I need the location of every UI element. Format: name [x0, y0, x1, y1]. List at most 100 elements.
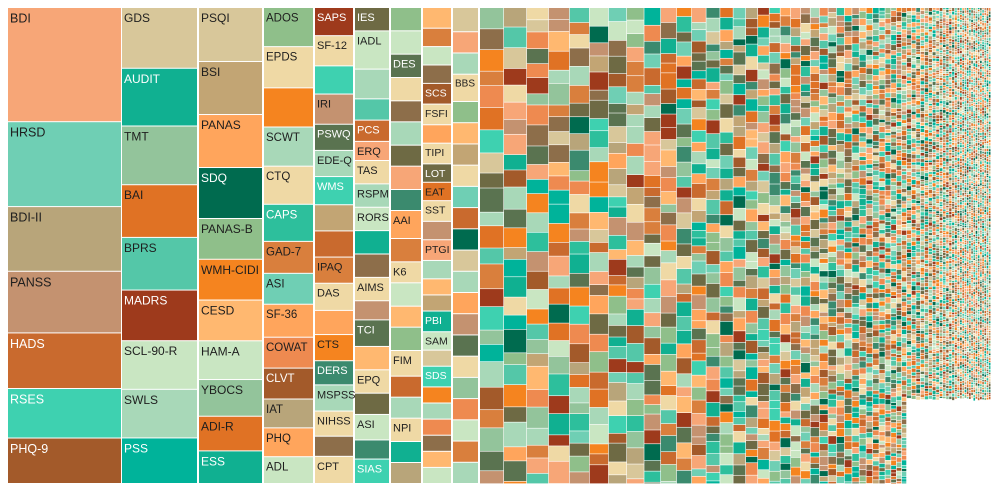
treemap-small-tile [936, 14, 940, 16]
treemap-small-tile [758, 470, 769, 478]
treemap-small-tile [936, 110, 940, 112]
treemap-small-tile [706, 367, 720, 379]
treemap-small-tile [932, 26, 936, 30]
treemap-small-tile [819, 391, 828, 399]
treemap-small-tile [879, 115, 885, 120]
treemap-small-tile [866, 173, 873, 177]
treemap-small-tile [959, 95, 962, 97]
treemap-small-tile [885, 391, 891, 395]
treemap-small-tile [906, 129, 912, 132]
treemap-small-tile [959, 216, 962, 218]
treemap-small-tile [706, 402, 720, 417]
treemap-small-tile [949, 97, 952, 101]
treemap-small-tile [916, 328, 921, 331]
treemap-small-tile [932, 365, 936, 368]
treemap-small-tile [844, 8, 852, 16]
treemap-small-tile [660, 127, 677, 140]
treemap-small-tile [746, 44, 758, 57]
treemap-small-tile [810, 101, 820, 107]
treemap-small-tile [644, 234, 661, 243]
treemap-small-tile [957, 235, 960, 239]
treemap-tile-rect [453, 186, 478, 208]
treemap-small-tile [608, 126, 627, 143]
treemap-small-tile [733, 45, 746, 52]
treemap-small-tile [957, 260, 960, 263]
treemap-small-tile [959, 20, 962, 22]
treemap-small-tile [836, 102, 845, 106]
treemap-tile-rect [423, 451, 451, 467]
treemap-small-tile [873, 353, 879, 359]
treemap-tile: WMS [315, 177, 353, 205]
treemap-small-tile [906, 42, 912, 45]
treemap-tile-label: WMS [317, 181, 344, 193]
treemap-small-tile [873, 336, 879, 343]
treemap-small-tile [932, 137, 936, 140]
treemap-small-tile [964, 117, 967, 120]
treemap-small-tile [924, 286, 929, 290]
treemap-small-tile [949, 208, 952, 212]
treemap-small-tile [954, 208, 957, 210]
treemap-small-tile [901, 216, 907, 222]
treemap-tile-label: ASI [357, 419, 375, 431]
treemap-small-tile [952, 155, 955, 158]
treemap-small-tile [962, 126, 965, 129]
treemap-small-tile [928, 385, 932, 389]
treemap-small-tile [962, 284, 965, 287]
treemap-small-tile [949, 206, 952, 208]
treemap-small-tile [949, 177, 952, 181]
treemap-small-tile [879, 463, 885, 468]
treemap-small-tile [896, 308, 902, 311]
treemap-small-tile [866, 200, 873, 204]
treemap-small-tile [896, 12, 902, 17]
treemap-small-tile [964, 18, 967, 20]
treemap-small-tile [962, 281, 965, 285]
treemap-small-tile [769, 337, 780, 344]
treemap-small-tile [936, 88, 940, 92]
treemap-small-tile [891, 469, 897, 473]
treemap-small-tile [891, 163, 897, 169]
treemap-small-tile [949, 184, 952, 187]
treemap-small-tile [954, 51, 957, 55]
treemap-small-tile [964, 75, 967, 79]
treemap-small-tile [943, 209, 946, 211]
treemap-tile-label: PSWQ [317, 129, 351, 141]
treemap-small-tile [936, 222, 940, 225]
treemap-small-tile [957, 358, 960, 362]
treemap-tile-rect [355, 370, 389, 393]
treemap-small-tile [939, 202, 943, 204]
treemap-small-tile [608, 40, 627, 56]
treemap-small-tile [949, 283, 952, 286]
treemap-small-tile [780, 360, 791, 369]
treemap-small-tile [548, 19, 570, 32]
treemap-small-tile [957, 323, 960, 327]
treemap-small-tile [706, 441, 720, 454]
treemap-small-tile [943, 82, 946, 86]
treemap-small-tile [526, 251, 549, 271]
treemap-small-tile [943, 9, 946, 12]
treemap-small-tile [949, 100, 952, 104]
treemap-small-tile [852, 220, 859, 227]
treemap-small-tile [949, 391, 952, 394]
treemap-small-tile [939, 361, 943, 364]
treemap-small-tile [828, 137, 837, 146]
treemap-small-tile [957, 131, 960, 134]
treemap-small-tile [916, 203, 921, 206]
treemap-small-tile [901, 106, 907, 111]
treemap-small-tile [885, 309, 891, 314]
treemap-small-tile [844, 37, 852, 45]
treemap-small-tile [946, 363, 949, 367]
treemap-small-tile [526, 77, 549, 94]
treemap-small-tile [952, 196, 955, 199]
treemap-small-tile [962, 349, 965, 352]
treemap-small-tile [943, 255, 946, 259]
treemap-small-tile [959, 25, 962, 27]
treemap-small-tile [644, 25, 661, 41]
treemap-tile-label: PANAS [201, 118, 241, 132]
treemap-small-tile [943, 103, 946, 105]
treemap-small-tile [952, 31, 955, 34]
treemap-small-tile [885, 225, 891, 229]
treemap-small-tile [879, 246, 885, 250]
treemap-small-tile [957, 95, 960, 97]
treemap-small-tile [952, 89, 955, 92]
treemap-small-tile [859, 205, 866, 210]
